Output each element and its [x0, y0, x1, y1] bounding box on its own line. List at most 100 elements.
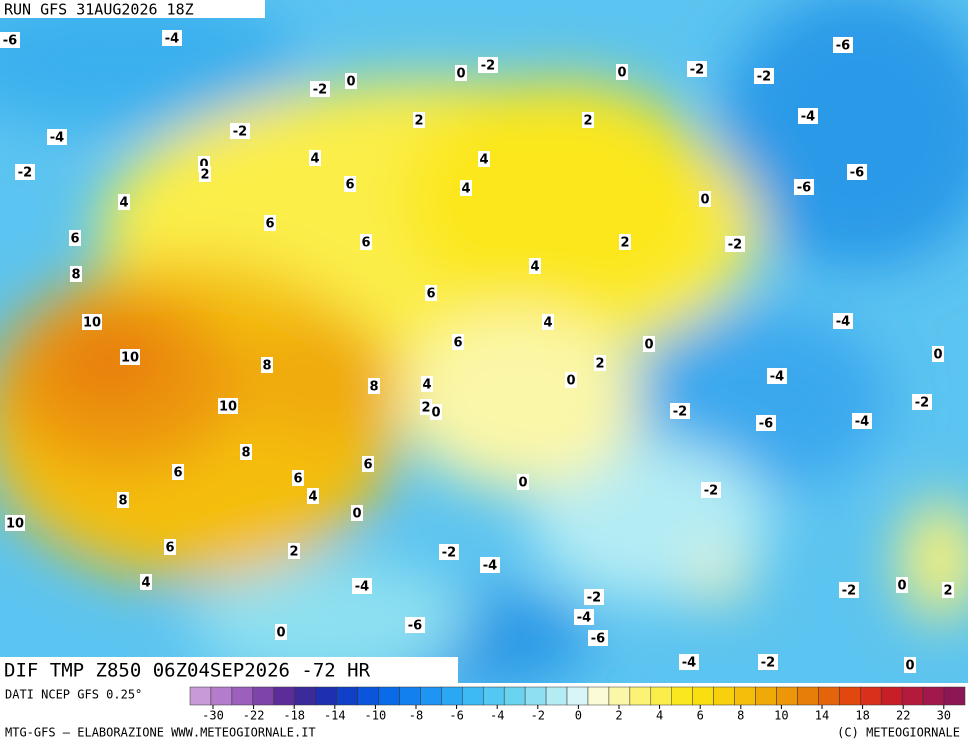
contour-label: 10 — [6, 517, 24, 532]
colorbar-swatch — [839, 686, 861, 706]
contour-label: -2 — [233, 125, 247, 140]
contour-label: -2 — [915, 396, 929, 411]
label-box — [310, 81, 330, 97]
label-box — [932, 346, 944, 362]
contour-label: 0 — [617, 66, 626, 81]
colorbar-swatch — [608, 686, 631, 706]
colorbar-tick-label: 18 — [855, 709, 869, 723]
header-box — [0, 0, 265, 18]
contour-label: 2 — [414, 114, 423, 129]
label-box — [460, 180, 472, 196]
colorbar-swatch — [545, 686, 568, 706]
contour-label: 0 — [700, 193, 709, 208]
label-box — [140, 574, 152, 590]
label-box — [480, 557, 500, 573]
label-box — [758, 654, 778, 670]
label-box — [275, 624, 287, 640]
contour-label: -2 — [18, 166, 32, 181]
colorbar-swatch — [315, 686, 337, 706]
colorbar-swatch — [252, 686, 275, 706]
colorbar-tick-label: -18 — [283, 709, 305, 723]
label-box — [240, 444, 252, 460]
contour-label: -2 — [704, 484, 718, 499]
label-box — [368, 378, 380, 394]
contour-label: 10 — [121, 351, 139, 366]
contour-label: 0 — [199, 158, 208, 173]
colorbar-tick-label: 14 — [815, 709, 829, 723]
label-box — [362, 456, 374, 472]
contour-label: 2 — [289, 545, 298, 560]
contour-label: -6 — [850, 166, 864, 181]
contour-label: 6 — [345, 178, 354, 193]
contour-label: 0 — [456, 67, 465, 82]
label-box — [307, 488, 319, 504]
colorbar-swatch — [692, 686, 714, 706]
contour-label: 2 — [595, 357, 604, 372]
label-box — [725, 236, 745, 252]
contour-label: -4 — [483, 559, 497, 574]
label-box — [0, 32, 20, 48]
label-box — [425, 285, 437, 301]
label-box — [82, 314, 102, 330]
run-label: RUN GFS 31AUG2026 18Z — [4, 1, 194, 19]
label-box — [218, 398, 238, 414]
label-box — [420, 399, 432, 415]
contour-label: -4 — [355, 580, 369, 595]
label-box — [70, 266, 82, 282]
contour-label: -6 — [836, 39, 850, 54]
colorbar-swatch — [671, 686, 693, 706]
contour-label: -4 — [770, 370, 784, 385]
colorbar-swatch — [755, 686, 777, 706]
contour-label: 0 — [346, 75, 355, 90]
label-box — [517, 474, 529, 490]
contour-label: 0 — [431, 406, 440, 421]
label-box — [833, 313, 853, 329]
label-box — [594, 355, 606, 371]
colorbar-tick-label: -4 — [490, 709, 504, 723]
contour-label: 4 — [308, 490, 317, 505]
colorbar-swatch — [901, 686, 924, 706]
contour-label: 8 — [71, 268, 80, 283]
label-box — [292, 470, 304, 486]
label-box — [699, 191, 711, 207]
label-box — [701, 482, 721, 498]
contour-label: 0 — [905, 659, 914, 674]
contour-label: -6 — [408, 619, 422, 634]
contour-label: -4 — [855, 415, 869, 430]
colorbar-swatch — [357, 686, 379, 706]
colorbar-tick-label: 10 — [774, 709, 788, 723]
colorbar-swatch — [880, 686, 903, 706]
contour-label: -4 — [50, 131, 64, 146]
contour-label: 8 — [369, 380, 378, 395]
colorbar-swatch — [336, 686, 358, 706]
contour-label: 8 — [241, 446, 250, 461]
colorbar-swatch — [503, 686, 526, 706]
label-box — [162, 30, 182, 46]
colorbar-swatch — [943, 686, 966, 706]
label-box — [288, 543, 300, 559]
label-box — [164, 539, 176, 555]
contour-label: 6 — [173, 466, 182, 481]
colorbar-swatch — [441, 686, 463, 706]
colorbar-swatch — [399, 686, 421, 706]
label-box — [942, 582, 954, 598]
contour-label: 4 — [310, 152, 319, 167]
label-box — [230, 123, 250, 139]
colorbar-tick-label: 4 — [656, 709, 663, 723]
contour-label: -2 — [587, 591, 601, 606]
label-box — [687, 61, 707, 77]
label-box — [118, 194, 130, 210]
colorbar-tick-label: 2 — [615, 709, 622, 723]
label-box — [478, 151, 490, 167]
contour-label: -6 — [3, 34, 17, 49]
contour-label: 6 — [363, 458, 372, 473]
label-box — [588, 630, 608, 646]
colorbar-tick-label: -14 — [324, 709, 346, 723]
colorbar-swatch — [734, 686, 756, 706]
contour-label: 4 — [530, 260, 539, 275]
label-box — [199, 166, 211, 182]
colorbar-swatch — [482, 686, 505, 706]
contour-label: -6 — [759, 417, 773, 432]
colorbar-tick-label: 0 — [575, 709, 582, 723]
label-box — [439, 544, 459, 560]
